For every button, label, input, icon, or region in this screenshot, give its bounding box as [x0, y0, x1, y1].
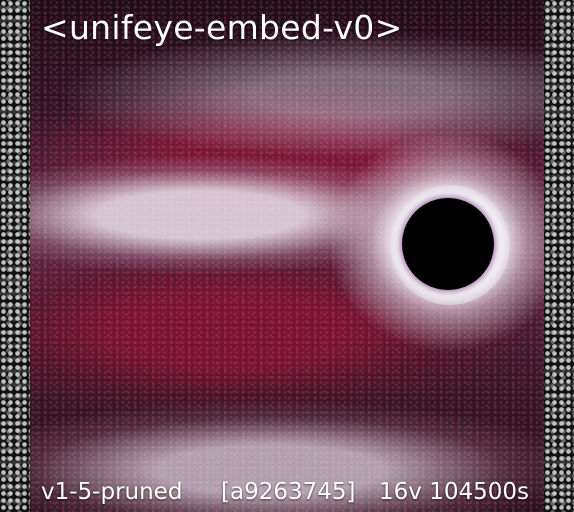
- model-version: v1-5-pruned: [41, 479, 183, 505]
- embedding-title: <unifeye-embed-v0>: [41, 8, 403, 47]
- eye-artwork: [30, 0, 544, 512]
- mosaic-border-left: [0, 0, 30, 512]
- training-info: 16v 104500s: [379, 479, 529, 505]
- mosaic-border-right: [544, 0, 574, 512]
- model-hash: [a9263745]: [221, 479, 356, 505]
- pupil: [402, 198, 494, 290]
- footer-caption: v1-5-pruned [a9263745] 16v 104500s: [41, 477, 529, 507]
